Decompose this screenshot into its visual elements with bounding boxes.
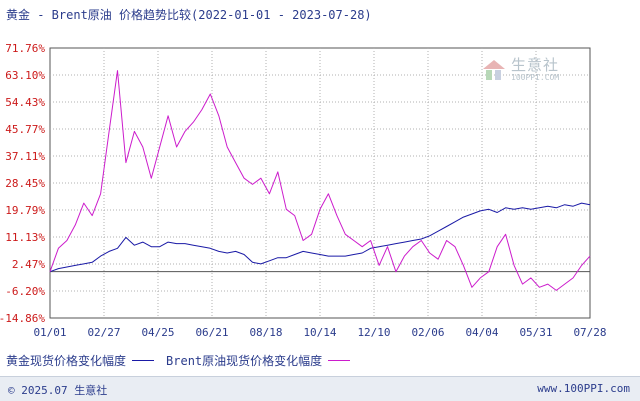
x-tick-label: 07/28 [573, 326, 606, 339]
x-tick-label: 04/04 [465, 326, 498, 339]
watermark-logo-icon [483, 60, 505, 80]
y-tick-label: -14.86% [0, 312, 45, 325]
x-tick-label: 06/21 [195, 326, 228, 339]
series-line-gold [49, 202, 591, 273]
y-tick-label: 71.76% [5, 42, 45, 55]
page-title: 黄金 - Brent原油 价格趋势比较(2022-01-01 - 2023-07… [6, 8, 372, 22]
x-tick-label: 04/25 [141, 326, 174, 339]
x-tick-label: 01/01 [33, 326, 66, 339]
x-tick-label: 02/27 [87, 326, 120, 339]
x-tick-label: 08/18 [249, 326, 282, 339]
x-tick-label: 02/06 [411, 326, 444, 339]
footer: © 2025.07 生意社 www.100PPI.com [0, 376, 640, 401]
watermark-name: 生意社 [511, 56, 560, 74]
legend-swatch-gold [132, 359, 155, 361]
y-axis: 71.76% 63.10% 54.43% 45.77% 37.11% 28.45% 19.7… [0, 42, 45, 325]
y-tick-label: 2.47% [12, 258, 45, 271]
x-axis: 01/01 02/27 04/25 06/21 08/18 10/14 12/10 02/06… [33, 326, 606, 339]
y-tick-label: -6.20% [5, 285, 45, 298]
x-tick-label: 05/31 [519, 326, 552, 339]
y-tick-label: 37.11% [5, 150, 45, 163]
x-tick-label: 12/10 [357, 326, 390, 339]
y-tick-label: 28.45% [5, 177, 45, 190]
legend-swatch-brent [328, 359, 351, 361]
legend-label-brent: Brent原油现货价格变化幅度 [166, 353, 323, 368]
watermark: 生意社 100PPI.COM [481, 54, 581, 90]
y-tick-label: 45.77% [5, 123, 45, 136]
watermark-url: 100PPI.COM [511, 73, 560, 82]
x-tick-label: 10/14 [303, 326, 336, 339]
footer-copyright: © 2025.07 生意社 [8, 384, 108, 397]
series-layer [49, 70, 591, 291]
y-tick-label: 63.10% [5, 69, 45, 82]
grid [50, 48, 590, 318]
y-tick-label: 11.13% [5, 231, 45, 244]
y-tick-label: 19.79% [5, 204, 45, 217]
footer-site-link[interactable]: www.100PPI.com [537, 382, 630, 395]
legend: 黄金现货价格变化幅度 Brent原油现货价格变化幅度 [6, 352, 362, 368]
legend-label-gold: 黄金现货价格变化幅度 [6, 353, 127, 368]
series-line-brent [49, 70, 591, 291]
y-tick-label: 54.43% [5, 96, 45, 109]
chart: 71.76% 63.10% 54.43% 45.77% 37.11% 28.45% 19.7… [0, 42, 607, 339]
